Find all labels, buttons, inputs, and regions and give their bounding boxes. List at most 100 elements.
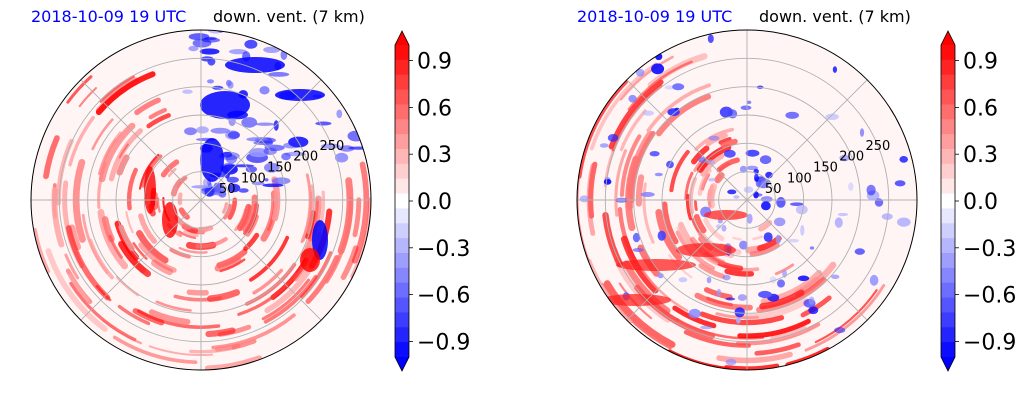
field-patch-positive [759,289,805,310]
field-patch-negative [758,290,772,299]
field-patch-negative [753,191,759,199]
field-patch-negative [199,48,220,55]
field-patch-positive [656,93,712,137]
radial-tick-label: 50 [219,182,236,197]
colorbar-level [941,267,955,284]
field-patch-positive [239,204,251,230]
colorbar-level [395,89,409,105]
field-patch-positive [204,355,263,370]
field-patch-negative [706,276,712,284]
field-patch-negative [182,89,193,94]
colorbar-level [941,327,955,343]
field-patch-negative [739,165,747,173]
field-patch-positive [186,289,209,296]
field-patch-positive [688,176,697,215]
colorbar-tick-label: 0.6 [963,96,998,121]
field-patch-positive [669,149,690,193]
colorbar-level [941,238,955,254]
field-patch-negative [603,178,612,185]
field-patch-positive [587,259,633,324]
field-patch-negative [184,127,197,136]
field-patch-positive [216,248,248,269]
field-patch-negative [263,46,281,53]
field-patch-positive [635,174,645,207]
colorbar-level [941,193,955,209]
field-patch-negative [869,274,879,286]
field-patch-negative [708,135,720,141]
colorbar-level [941,342,955,358]
radial-tick-label: 50 [765,182,782,197]
colorbar-tick-label: −0.9 [417,330,470,355]
grid-spoke [80,199,202,321]
field-patch-positive [97,209,128,270]
field-patch-positive [91,118,114,151]
colorbar-level [395,282,409,298]
field-patch-positive [662,201,679,245]
field-patch-positive [694,292,753,311]
field-patch-positive [589,62,658,151]
field-patch-negative [727,189,737,195]
field-patch-negative [607,134,619,142]
colorbar-extend-min [395,357,409,371]
field-patch-positive [300,248,320,272]
field-patch-positive [601,282,672,350]
radial-tick-label: 250 [865,139,890,154]
radial-tick-label: 250 [319,139,344,154]
field-patch-negative [335,152,349,163]
field-patch-positive [189,346,237,354]
field-patch-negative [831,274,840,279]
field-patch-positive [770,326,808,342]
field-patch-positive [98,122,136,183]
field-patch-negative [839,154,850,162]
field-patch-positive [800,295,832,318]
field-patch-positive [69,281,137,342]
colorbar-level [941,163,955,180]
field-patch-positive [614,149,628,217]
field-patch-positive [219,258,246,273]
field-patch-positive [183,230,199,237]
field-patch-positive [72,159,86,243]
field-patch-negative [191,185,212,189]
field-patch-positive [98,138,117,176]
field-patch-negative [721,225,727,232]
field-patch-negative [226,176,239,183]
field-patch-negative [837,212,849,217]
field-patch-positive [749,242,780,257]
field-patch-positive [724,268,755,277]
field-patch-negative [716,288,722,297]
polar-grid [31,30,371,370]
field-patch-negative [654,172,663,177]
field-patch-positive [577,121,581,166]
colorbar-level [395,193,409,209]
field-patch-positive [68,224,82,251]
field-patch-negative [321,143,341,149]
field-patch-negative [775,234,781,244]
colorbar-level [395,267,409,284]
grid-spoke [200,199,322,321]
field-patch-positive [68,273,90,302]
field-patch-positive [156,197,161,213]
field-patch-negative [688,308,701,319]
field-patch-positive [138,153,160,190]
field-patch-negative [664,85,675,90]
field-patch-positive [724,363,780,370]
colorbar-level [395,119,409,135]
colorbar-tick-label: −0.6 [963,284,1016,309]
field-patch-negative [225,57,285,73]
figure-panel-left: 2018-10-09 19 UTC down. vent. (7 km) 50 1… [0,0,500,401]
field-patch-negative [248,148,269,158]
radial-tick-label: 200 [839,150,864,165]
field-patch-negative [207,79,214,84]
field-patch-positive [627,60,693,111]
field-patch-positive [716,157,740,173]
field-patch-positive [300,173,312,243]
field-patch-positive [207,289,240,302]
field-patch-positive [211,313,296,350]
field-patch-negative [200,56,214,62]
field-patch-negative [854,248,865,255]
colorbar-level [395,253,409,269]
field-patch-positive [646,83,712,133]
field-patch-positive [112,335,198,364]
